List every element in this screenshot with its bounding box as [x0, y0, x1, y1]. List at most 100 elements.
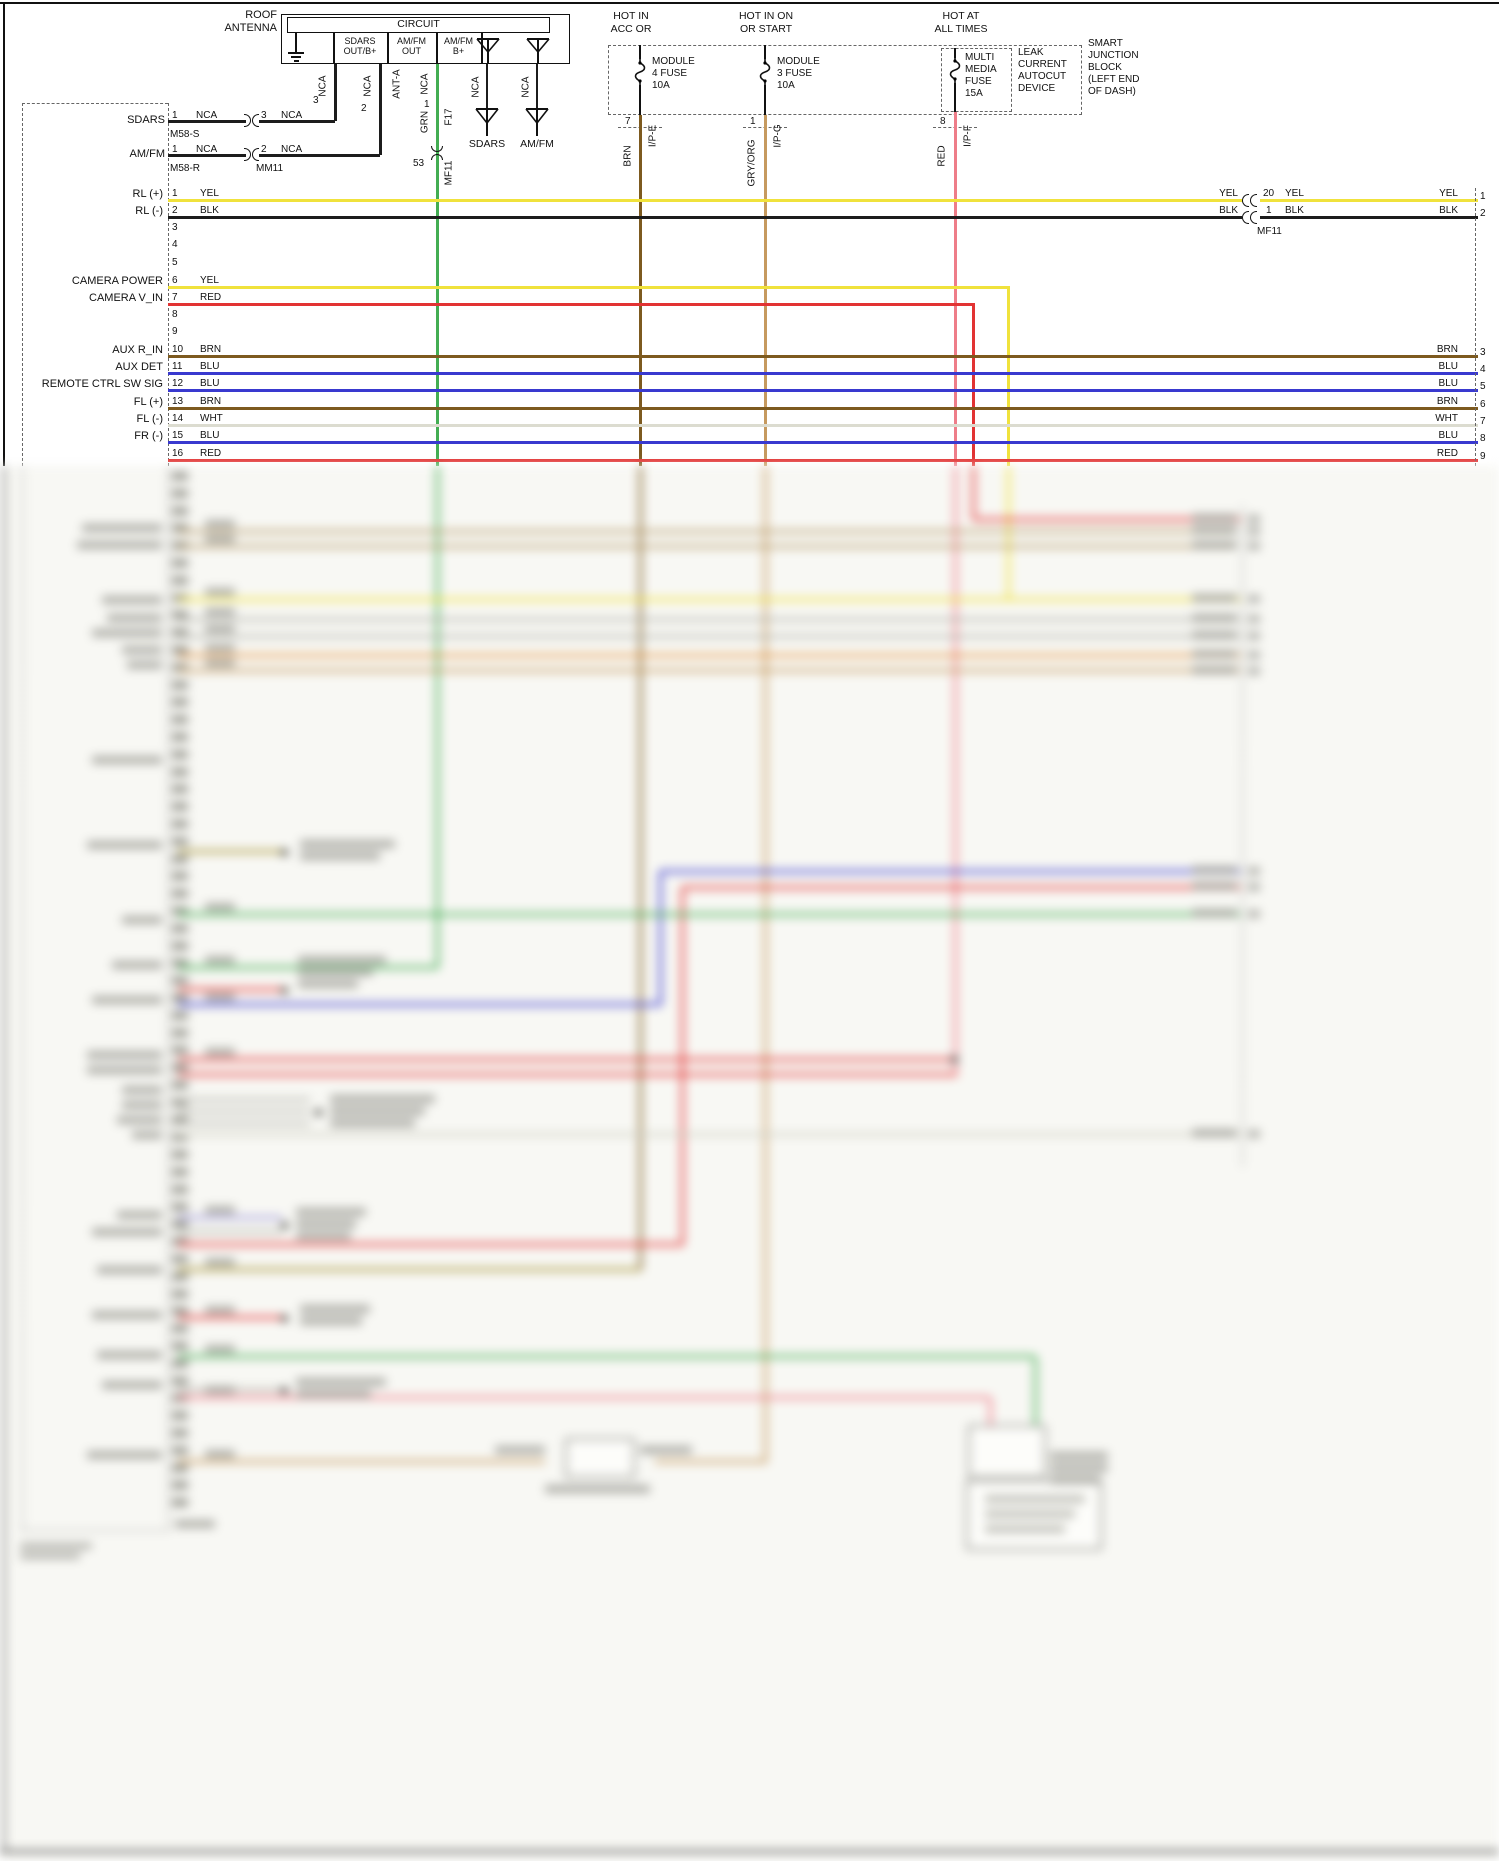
- blurred-text: [117, 1116, 162, 1124]
- blurred-text: [1248, 910, 1260, 918]
- antenna-icon: [476, 38, 500, 64]
- blurred-wire: [178, 1396, 990, 1399]
- blurred-text: [1248, 515, 1260, 523]
- wire-color-code: NCA: [196, 110, 218, 121]
- blurred-text: [1248, 883, 1260, 891]
- pin-number: 2: [172, 205, 178, 216]
- blurred-wire: [638, 466, 642, 1270]
- blurred-text: [1192, 541, 1237, 549]
- edge-pin-number: 2: [1480, 208, 1486, 219]
- blurred-wire: [178, 1058, 957, 1061]
- pin-number: 5: [172, 257, 178, 268]
- wire-color-label: NCA: [520, 76, 532, 98]
- blurred-text: [1248, 527, 1260, 535]
- junction-block-label: (LEFT END: [1088, 74, 1140, 85]
- connector-label: F17: [443, 108, 455, 126]
- fuse-icon: [949, 57, 961, 83]
- wire-color-code: YEL: [1219, 188, 1238, 199]
- edge-pin-number: 1: [1480, 191, 1486, 202]
- blurred-text: [296, 1232, 351, 1240]
- roof-antenna-label: ANTENNA: [224, 22, 277, 34]
- blurred-text: [1192, 514, 1237, 522]
- blurred-wire: [178, 598, 1240, 601]
- blurred-text: [82, 524, 162, 532]
- wire-color-code: NCA: [281, 110, 303, 121]
- cell-divider: [333, 33, 335, 64]
- connector-label: MF11: [443, 160, 455, 186]
- pin-function-label: FR (-): [134, 430, 163, 442]
- power-header: HOT IN: [613, 10, 649, 22]
- blurred-text: [545, 1485, 650, 1493]
- inline-connector-icon: [431, 154, 443, 160]
- device-label: CURRENT: [1018, 59, 1067, 70]
- blurred-wire: [178, 635, 1240, 638]
- wire-color-code: YEL: [1285, 188, 1304, 199]
- wire: [168, 459, 1478, 462]
- connector-boundary: [1475, 188, 1476, 466]
- blurred-text: [77, 541, 162, 549]
- pin-number: 16: [172, 448, 184, 459]
- pin-number: 1: [172, 110, 178, 121]
- blurred-wire: [178, 850, 282, 853]
- wire: [168, 441, 1478, 444]
- blurred-text: [92, 1311, 162, 1319]
- connector-label: I/P-E: [647, 124, 659, 148]
- connector-icon: [1242, 211, 1249, 224]
- wire-color-code: BLU: [200, 430, 220, 441]
- wire: [168, 424, 1478, 427]
- pin-function-label: AM/FM: [129, 148, 165, 160]
- blurred-text: [122, 1086, 162, 1094]
- blurred-wire: [682, 886, 1240, 889]
- wire-color-label: NCA: [362, 75, 374, 97]
- blurred-border: [0, 1850, 1499, 1853]
- roof-antenna-box: [281, 14, 570, 64]
- blurred-boundary: [168, 466, 169, 1530]
- blurred-wire: [178, 1230, 282, 1233]
- blurred-text: [97, 1351, 162, 1359]
- blurred-wire: [178, 913, 1240, 916]
- connector-icon: [1250, 211, 1257, 224]
- blurred-text: [205, 644, 235, 652]
- edge-pin-number: 9: [1480, 451, 1486, 462]
- blurred-wire: [435, 466, 439, 968]
- blurred-text: [985, 1510, 1075, 1518]
- blurred-text: [1192, 909, 1237, 917]
- component-boundary: [22, 103, 168, 104]
- blurred-text: [132, 1131, 162, 1139]
- junction-block-label: JUNCTION: [1088, 50, 1139, 61]
- wire: [168, 216, 1242, 219]
- blurred-junction: [281, 849, 288, 856]
- cell-label: OUT/B+: [343, 46, 377, 56]
- fuse-label: FUSE: [965, 76, 992, 87]
- pin-number: 4: [172, 239, 178, 250]
- fuse-label: MODULE: [777, 56, 820, 67]
- blurred-text: [205, 993, 235, 1001]
- wire-color-code: RED: [200, 448, 222, 459]
- blurred-wire: [660, 870, 1240, 873]
- blurred-text: [112, 961, 162, 969]
- blurred-text: [1248, 615, 1260, 623]
- pin-number: 53: [413, 158, 425, 169]
- blurred-text: [330, 1095, 435, 1103]
- wire-color-label: RED: [936, 145, 948, 167]
- junction-block-label: OF DASH): [1088, 86, 1136, 97]
- blurred-text: [495, 1446, 545, 1454]
- ground-icon: [291, 56, 301, 58]
- blurred-text: [1248, 667, 1260, 675]
- wire: [333, 64, 337, 121]
- fuse-label: 15A: [965, 88, 983, 99]
- blurred-wire: [178, 1355, 1035, 1358]
- fuse-icon: [634, 59, 646, 85]
- blurred-wire: [178, 1122, 310, 1125]
- pin-number: 1: [172, 188, 178, 199]
- wire-color-code: RED: [200, 292, 222, 303]
- blurred-wire: [658, 872, 662, 1005]
- blurred-junction: [951, 1056, 958, 1063]
- wire: [259, 119, 335, 123]
- blurred-boundary: [1242, 506, 1243, 1166]
- blurred-wire: [1033, 1357, 1037, 1430]
- circuit-label: CIRCUIT: [287, 17, 550, 33]
- cell-divider: [436, 33, 438, 64]
- connector-icon: [244, 148, 251, 161]
